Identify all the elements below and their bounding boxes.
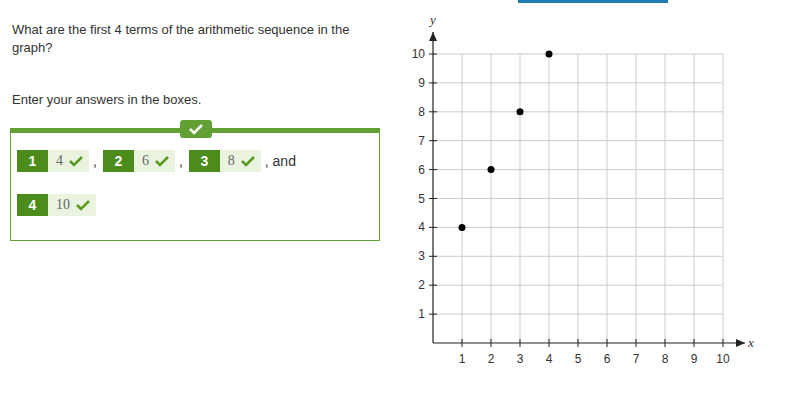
x-tick-label: 4: [546, 352, 553, 366]
y-tick-label: 5: [418, 192, 425, 206]
x-arrow: [736, 339, 745, 347]
prompt: What are the first 4 terms of the arithm…: [12, 21, 372, 57]
y-tick-label: 10: [412, 47, 426, 61]
y-tick-label: 8: [418, 105, 425, 119]
y-tick: [429, 54, 437, 55]
x-tick-label: 8: [662, 352, 669, 366]
x-tick-label: 7: [633, 352, 640, 366]
x-tick-label: 5: [575, 352, 582, 366]
y-tick: [429, 140, 437, 141]
answer-value: 6: [134, 150, 175, 172]
x-tick-label: 9: [691, 352, 698, 366]
grid-line: [433, 198, 723, 199]
x-tick: [665, 339, 666, 347]
y-axis-label: y: [428, 12, 436, 27]
answer-chip: 38: [189, 150, 261, 172]
answer-chip: 4 10: [17, 194, 96, 216]
answer-index: 2: [103, 150, 134, 172]
answer-chip: 14: [17, 150, 89, 172]
grid-line: [433, 111, 723, 112]
answer-value: 10: [48, 194, 96, 216]
x-axis-label: x: [747, 335, 754, 350]
check-path: [156, 157, 168, 165]
points: [459, 51, 553, 231]
x-tick-label: 2: [488, 352, 495, 366]
y-axis: [432, 32, 433, 343]
point: [488, 166, 495, 173]
answer-index: 4: [17, 194, 48, 216]
answer-text[interactable]: 6: [142, 153, 149, 169]
y-tick-label: 7: [418, 134, 425, 148]
y-tick: [429, 227, 437, 228]
separator: , and: [265, 153, 296, 169]
instruction: Enter your answers in the boxes.: [12, 91, 201, 109]
point: [546, 51, 553, 58]
check-path: [77, 201, 89, 209]
answer-row: 4 10: [17, 194, 96, 216]
answer-value: 8: [220, 150, 261, 172]
check-icon: [69, 155, 83, 167]
y-tick: [429, 285, 437, 286]
check-icon: [241, 155, 255, 167]
answer-text[interactable]: 4: [56, 153, 63, 169]
check-path: [190, 125, 202, 133]
check-icon: [189, 123, 203, 135]
x-tick: [491, 339, 492, 347]
x-tick: [694, 339, 695, 347]
check-path: [242, 157, 254, 165]
x-tick: [578, 339, 579, 347]
x-tick-label: 1: [459, 352, 466, 366]
point: [517, 108, 524, 115]
grid-line: [433, 54, 723, 55]
answer-row: 14,26,38, and: [17, 150, 302, 172]
chart: 1 2 3 4 5 6 7 8 9 10 1 2 3 4 5 6 7 8 9 10 x y: [0, 0, 800, 416]
point: [459, 224, 466, 231]
grid-line: [433, 314, 723, 315]
separator: ,: [179, 153, 183, 169]
y-tick: [429, 256, 437, 257]
x-tick: [636, 339, 637, 347]
y-tick-label: 9: [418, 76, 425, 90]
answer-value: 4: [48, 150, 89, 172]
x-tick: [549, 339, 550, 347]
y-tick-label: 3: [418, 249, 425, 263]
x-tick: [607, 339, 608, 347]
y-arrow: [429, 32, 437, 41]
x-tick: [520, 339, 521, 347]
grid-line: [433, 256, 723, 257]
grid-line: [433, 169, 723, 170]
x-tick-label: 3: [517, 352, 524, 366]
answer-index: 3: [189, 150, 220, 172]
answer-text[interactable]: 8: [228, 153, 235, 169]
x-tick: [723, 339, 724, 347]
grid-line: [433, 140, 723, 141]
y-tick: [429, 169, 437, 170]
status-tab: [180, 120, 212, 138]
grid-line: [433, 227, 723, 228]
y-tick-label: 6: [418, 163, 425, 177]
y-tick: [429, 111, 437, 112]
y-tick-label: 4: [418, 220, 425, 234]
answer-index: 1: [17, 150, 48, 172]
y-tick: [429, 82, 437, 83]
y-tick-label: 1: [418, 307, 425, 321]
y-tick: [429, 314, 437, 315]
answer-text[interactable]: 10: [56, 197, 70, 213]
answer-panel: [10, 128, 380, 241]
check-icon: [155, 155, 169, 167]
y-tick: [429, 198, 437, 199]
grid-line: [433, 82, 723, 83]
separator: ,: [93, 153, 97, 169]
y-tick-label: 2: [418, 278, 425, 292]
top-bar: [518, 0, 668, 3]
grid-line: [433, 285, 723, 286]
x-tick: [462, 339, 463, 347]
answer-chip: 26: [103, 150, 175, 172]
x-tick-label: 10: [716, 352, 730, 366]
check-path: [70, 157, 82, 165]
x-tick-label: 6: [604, 352, 611, 366]
x-axis: [433, 342, 745, 343]
check-icon: [76, 199, 90, 211]
